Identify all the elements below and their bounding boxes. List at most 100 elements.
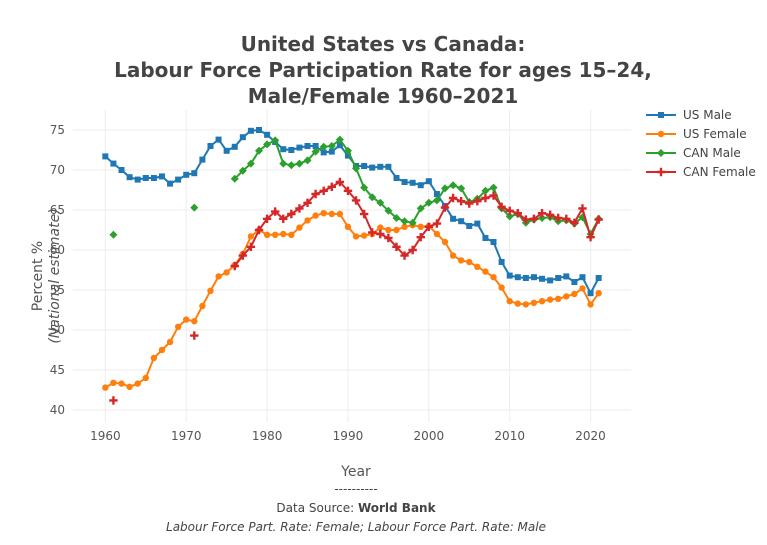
data-point-us-female	[158, 346, 166, 354]
data-point-can-female	[424, 222, 434, 231]
data-point-can-female	[262, 214, 272, 223]
y-tick-label: 70	[50, 163, 65, 177]
data-point-can-female	[368, 228, 377, 237]
data-point-can-female	[319, 186, 328, 195]
series-us-male	[102, 127, 602, 297]
data-point-us-male	[296, 144, 303, 151]
data-point-us-female	[207, 287, 214, 294]
data-point-us-female	[142, 374, 149, 382]
data-point-can-male	[279, 159, 288, 168]
data-point-can-female	[440, 203, 450, 212]
data-point-us-male	[304, 143, 311, 149]
data-point-us-female	[522, 301, 530, 308]
legend[interactable]: US Male US Female CAN Male CAN Female	[646, 108, 756, 179]
data-point-can-female	[279, 214, 288, 223]
data-point-us-female	[304, 217, 311, 224]
data-point-us-female	[150, 354, 158, 362]
data-point-us-male	[361, 163, 368, 169]
data-point-us-male	[571, 279, 578, 285]
data-source: Data Source: World Bank	[276, 501, 436, 515]
data-point-us-female	[449, 252, 457, 259]
data-point-us-female	[538, 298, 546, 305]
data-point-us-female	[263, 231, 271, 238]
data-point-can-male	[392, 214, 401, 222]
data-point-us-female	[352, 233, 360, 240]
data-point-us-female	[555, 295, 562, 302]
legend-item-us-female[interactable]: US Female	[646, 127, 747, 141]
legend-item-can-male[interactable]: CAN Male	[646, 146, 741, 160]
data-point-us-male	[522, 275, 529, 281]
data-point-us-male	[199, 156, 206, 163]
x-tick-label: 2010	[494, 429, 525, 443]
data-point-us-female	[474, 263, 481, 270]
data-point-us-female	[183, 316, 190, 323]
data-point-us-male	[425, 178, 432, 185]
data-point-can-male	[400, 217, 409, 226]
y-tick-label: 60	[50, 243, 65, 257]
series-line-can-female	[233, 181, 600, 267]
x-axis-ticks: 1960 1970 1980 1990 2000 2010 2020	[90, 429, 606, 443]
data-point-us-female	[466, 258, 473, 266]
data-point-can-female	[295, 204, 304, 213]
data-point-us-male	[530, 274, 537, 281]
data-point-us-female	[417, 223, 424, 230]
data-point-us-male	[344, 152, 351, 159]
data-point-can-female	[481, 193, 490, 203]
x-tick-label: 2020	[575, 429, 606, 443]
data-point-us-male	[466, 223, 473, 229]
data-point-us-male	[102, 153, 109, 160]
data-point-can-female	[448, 193, 458, 203]
data-point-us-male	[563, 273, 570, 280]
data-point-us-female	[401, 223, 408, 230]
data-point-can-male	[538, 214, 547, 222]
data-point-can-female	[513, 209, 522, 218]
data-point-can-female	[238, 251, 248, 260]
data-point-us-male	[595, 275, 602, 281]
data-point-us-female	[579, 285, 586, 292]
y-axis-label: Percent % (National estimate)	[30, 208, 63, 343]
data-point-us-male	[142, 175, 149, 181]
data-point-us-male	[401, 179, 408, 185]
data-point-us-female	[393, 226, 400, 234]
legend-item-us-male[interactable]: US Male	[646, 108, 732, 122]
data-point-can-female	[586, 233, 595, 242]
data-point-can-female	[327, 182, 336, 191]
data-point-us-female	[563, 293, 570, 300]
y-axis-label-line-1: Percent %	[30, 241, 46, 311]
data-point-us-male	[320, 149, 327, 156]
data-point-us-female	[336, 210, 344, 218]
data-point-us-female	[191, 318, 198, 325]
data-point-us-female	[506, 298, 513, 305]
legend-item-can-female[interactable]: CAN Female	[646, 165, 756, 179]
legend-swatch-marker	[657, 149, 665, 157]
data-point-us-male	[167, 180, 174, 187]
data-point-us-female	[498, 284, 505, 291]
data-point-can-female	[578, 204, 587, 213]
data-point-can-male	[109, 230, 118, 239]
data-point-can-male	[441, 184, 449, 193]
data-point-us-female	[126, 383, 133, 390]
data-point-can-male	[335, 135, 344, 144]
data-point-us-male	[587, 290, 594, 297]
y-tick-label: 40	[50, 403, 65, 417]
data-point-us-female	[296, 224, 303, 231]
y-tick-label: 50	[50, 323, 65, 337]
data-point-us-female	[223, 269, 230, 276]
legend-swatch-marker	[658, 112, 664, 118]
data-point-us-male	[369, 164, 376, 171]
data-point-us-female	[377, 224, 384, 231]
data-point-can-female	[270, 207, 280, 216]
data-point-can-female	[537, 209, 547, 218]
data-point-can-female	[456, 197, 466, 206]
series-line-us-female	[104, 212, 600, 389]
data-point-us-female	[546, 296, 554, 303]
data-point-us-female	[328, 210, 335, 218]
legend-label: CAN Male	[683, 146, 741, 160]
data-point-us-male	[385, 163, 392, 170]
data-point-us-female	[199, 302, 206, 310]
data-point-us-female	[312, 212, 319, 219]
data-point-us-female	[457, 257, 465, 264]
data-point-can-male	[489, 183, 498, 192]
data-point-us-male	[231, 143, 238, 150]
